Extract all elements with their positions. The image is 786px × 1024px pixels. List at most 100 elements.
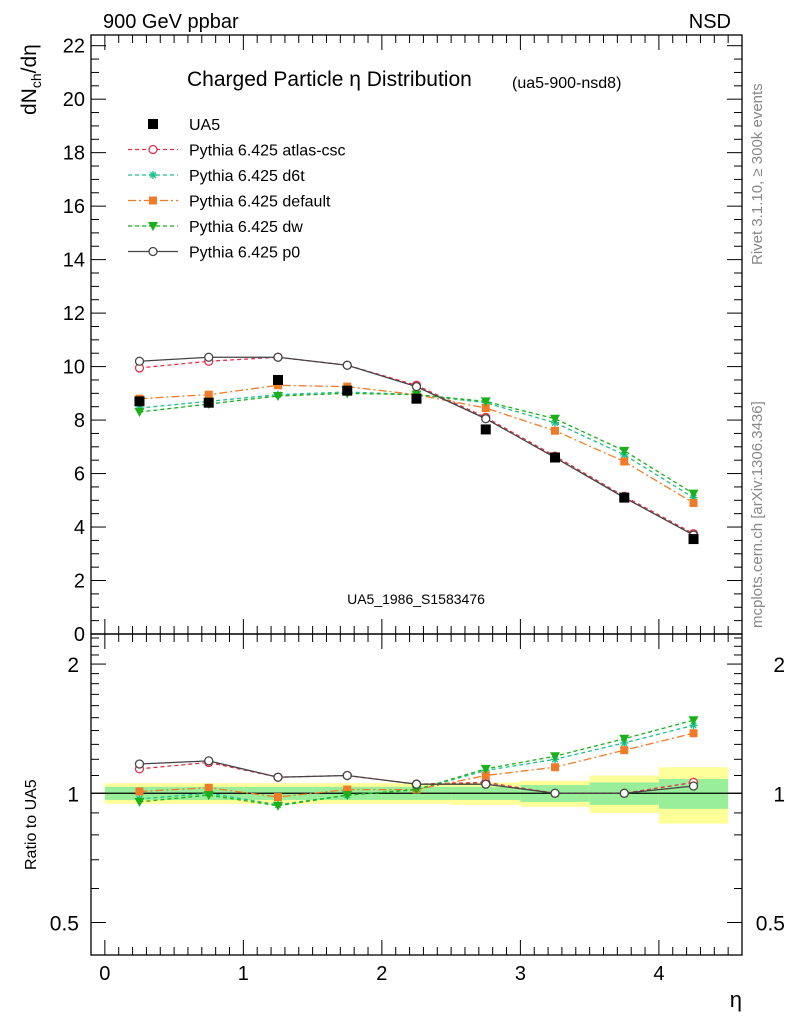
y-axis-label: dNch/dη (18, 44, 44, 115)
legend-label: Pythia 6.425 default (189, 194, 331, 211)
ratio-line (139, 719, 694, 807)
data-point (481, 404, 490, 413)
legend-label: Pythia 6.425 p0 (189, 245, 300, 262)
ratio-point (551, 763, 560, 772)
legend-label: UA5 (189, 117, 220, 134)
header-left: 900 GeV ppbar (103, 11, 239, 33)
ratio-point (619, 788, 629, 798)
y-tick-label: 10 (63, 357, 85, 379)
data-point (550, 452, 561, 463)
legend-entry: Pythia 6.425 p0 (128, 245, 300, 262)
ratio-point (342, 770, 352, 781)
legend-marker (148, 119, 158, 129)
legend: UA5 Pythia 6.425 atlas-csc Pythia 6.425 d6… (128, 117, 346, 262)
legend-marker (149, 171, 157, 179)
x-tick-label: 3 (515, 963, 526, 985)
data-point (134, 408, 145, 418)
legend-marker (148, 144, 158, 155)
x-axis-label: η (730, 987, 742, 1012)
ratio-point (204, 756, 214, 766)
ratio-point (343, 785, 352, 794)
data-point (204, 390, 213, 399)
ratio-point (203, 791, 214, 801)
ratio-point (204, 783, 213, 792)
ratio-y-tick-label-right: 1 (773, 783, 785, 806)
y-tick-label: 22 (63, 36, 85, 58)
side-label-rivet: Rivet 3.1.10, ≥ 300k events (749, 83, 766, 265)
y-tick-label: 14 (63, 250, 85, 272)
ratio-point (480, 764, 491, 774)
analysis-watermark: UA5_1986_S1583476 (347, 591, 485, 607)
legend-label: Pythia 6.425 d6t (189, 168, 305, 185)
legend-marker (148, 222, 158, 231)
ratio-point (689, 729, 698, 738)
ratio-point (550, 752, 561, 762)
ratio-y-tick-label-left: 0.5 (50, 912, 79, 935)
data-point (688, 489, 699, 499)
ratio-point (481, 771, 490, 780)
ratio-point (689, 721, 698, 730)
ratio-line (139, 724, 694, 806)
data-point (273, 381, 282, 390)
ratio-series-pythia-6-425-p0 (134, 756, 699, 798)
data-point (272, 374, 283, 385)
data-point (134, 396, 145, 407)
data-point (689, 498, 698, 507)
data-point (619, 492, 630, 503)
data-point (273, 352, 283, 362)
legend-entry: Pythia 6.425 atlas-csc (128, 143, 346, 160)
series-line (139, 391, 694, 499)
x-tick-label: 1 (238, 963, 249, 985)
data-point (481, 414, 491, 424)
y-tick-label: 2 (74, 571, 85, 593)
data-point (411, 381, 422, 392)
series-line (139, 392, 694, 495)
side-label-mcplots: mcplots.cern.ch [arXiv:1306.3436] (749, 401, 766, 628)
x-tick-label: 0 (99, 963, 110, 985)
ratio-point (135, 787, 144, 796)
ratio-panel: 0.5 0.5 1 1 2 2 0 1 2 3 4 η Ratio to UA5 (23, 633, 785, 1012)
legend-marker (149, 196, 157, 205)
ratio-point (273, 772, 283, 782)
data-point (342, 385, 353, 396)
y-tick-label: 16 (63, 196, 85, 218)
data-point (551, 426, 560, 435)
y-tick-label: 4 (74, 517, 85, 539)
ratio-point (273, 793, 282, 802)
data-point (272, 392, 283, 402)
data-point (550, 414, 561, 424)
y-tick-label: 0 (74, 624, 85, 646)
x-tick-label: 2 (376, 963, 387, 985)
data-point (619, 446, 630, 456)
ratio-point (688, 716, 699, 726)
chart-title: Charged Particle η Distribution (187, 68, 472, 91)
ratio-point (550, 788, 560, 798)
ratio-y-tick-label-right: 0.5 (756, 912, 785, 935)
ratio-point (620, 746, 629, 755)
data-point (342, 360, 352, 370)
ratio-y-axis-label: Ratio to UA5 (23, 779, 40, 870)
ratio-point (481, 779, 491, 789)
series-ua5 (134, 374, 699, 545)
ratio-point (411, 779, 422, 789)
ratio-point (688, 781, 699, 791)
legend-entry: Pythia 6.425 dw (128, 219, 303, 236)
legend-entry: UA5 (148, 117, 220, 134)
ratio-point (272, 801, 283, 811)
ratio-point (134, 797, 145, 807)
ratio-point (342, 791, 353, 801)
data-point (688, 534, 699, 545)
y-tick-label: 20 (63, 89, 85, 111)
main-panel: 0 2 4 6 8 10 12 14 16 18 20 22 Charged Particle η Di… (18, 34, 743, 646)
legend-entry: Pythia 6.425 default (128, 194, 331, 211)
ratio-y-tick-label-right: 2 (773, 654, 785, 677)
ratio-point (134, 759, 145, 769)
y-tick-label: 12 (63, 303, 85, 325)
data-point (480, 424, 491, 435)
y-tick-label: 6 (74, 464, 85, 486)
ratio-frame (90, 633, 743, 956)
data-point (620, 457, 629, 466)
ratio-y-tick-label-left: 2 (67, 654, 79, 677)
y-tick-label: 18 (63, 143, 85, 165)
